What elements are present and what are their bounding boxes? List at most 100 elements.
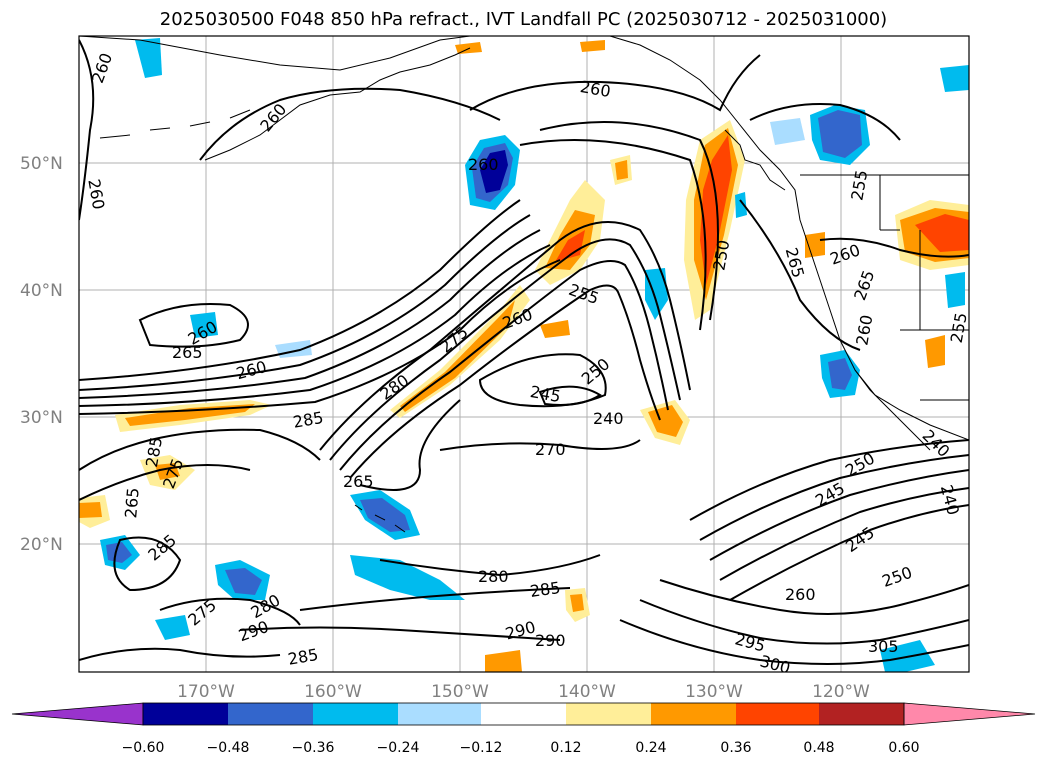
lon-label: 160°W: [304, 682, 362, 702]
neg-shade-sw2-mid: [106, 542, 132, 563]
contour-label: 265: [121, 487, 143, 519]
colorbar-swatch: [228, 703, 313, 725]
contour-ridge-2: [519, 139, 707, 331]
contour-label: 265: [172, 343, 203, 362]
neg-shade-south: [350, 555, 465, 600]
colorbar-swatch: [143, 703, 228, 725]
contour-trough-3: [79, 229, 541, 399]
contour-subtrop-1: [79, 428, 321, 471]
contour-se-7: [639, 599, 969, 645]
lat-labels: 50°N 40°N 30°N 20°N: [20, 154, 63, 555]
neg-shade-mid-8: [945, 272, 965, 308]
pos-shade-small-5: [540, 320, 570, 338]
lon-labels: 170°W 160°W 150°W 140°W 130°W 120°W: [177, 682, 870, 702]
state-lines: [879, 175, 969, 401]
pos-shade-mexico-core: [915, 214, 969, 252]
contour-east-1: [739, 199, 861, 351]
neg-shade-mid-2: [135, 38, 162, 78]
colorbar-extend-max: [903, 702, 1036, 726]
colorbar-swatch: [566, 703, 651, 725]
contour-label: 260: [468, 155, 499, 174]
lon-label: 150°W: [431, 682, 489, 702]
pos-shade-small-7: [580, 40, 605, 52]
pos-shade-west-edge-mid: [79, 502, 102, 518]
colorbar-tick: 0.12: [550, 740, 581, 756]
colorbar: −0.60 −0.48 −0.36 −0.24 −0.12 0.12 0.24 …: [11, 702, 1036, 756]
neg-shade-mid-3: [190, 312, 218, 338]
contour-ar-2: [329, 238, 681, 461]
contour-ar-4: [349, 284, 661, 479]
contour-sw-loop: [113, 536, 182, 592]
contour-east-3: [819, 237, 969, 258]
neg-shade-mid-7: [770, 118, 805, 145]
contour-top-260: [469, 54, 761, 112]
colorbar-tick: −0.48: [207, 740, 250, 756]
colorbar-swatch: [736, 703, 819, 725]
pos-shade-ne-pacific-core: [555, 230, 585, 262]
contour-west-260: [79, 39, 95, 221]
colorbar-swatch: [313, 703, 398, 725]
contour-south-290: [239, 626, 561, 641]
colorbar-swatch: [651, 703, 736, 725]
colorbar-tick: 0.48: [803, 740, 834, 756]
contour-ridge-1: [539, 121, 719, 321]
refractivity-shading: [79, 38, 969, 672]
neg-shade-sw-mid: [225, 568, 262, 595]
pos-shade-small-4: [925, 335, 945, 368]
lat-label: 20°N: [20, 535, 63, 555]
map-frame: [78, 35, 970, 673]
colorbar-tick: −0.60: [122, 740, 165, 756]
colorbar-tick: 0.36: [720, 740, 751, 756]
contour-low-250: [478, 353, 607, 408]
contour-trough-2: [79, 214, 531, 391]
contour-north-260: [199, 87, 501, 161]
contour-label: 300: [758, 651, 792, 677]
neg-shade-hawaii-mid: [360, 498, 410, 532]
contour-se-6: [659, 579, 969, 615]
contour-low-240: [538, 385, 602, 406]
contour-se-2: [699, 454, 969, 541]
lon-label: 130°W: [685, 682, 743, 702]
colorbar-tick: −0.36: [292, 740, 335, 756]
contour-trough-1: [79, 199, 521, 381]
alaska-coast: [79, 36, 471, 161]
contour-east-2: [749, 103, 901, 141]
contour-south-280: [379, 554, 601, 577]
hawaii-islands: [354, 504, 406, 533]
lat-label: 50°N: [20, 154, 63, 174]
contour-se-3: [709, 469, 969, 561]
neg-shade-gulf-core: [480, 150, 508, 193]
contour-se-8: [619, 619, 969, 665]
pos-shade-ar-plume: [390, 285, 530, 418]
contour-se-1: [689, 439, 969, 521]
contour-se-5: [729, 504, 969, 601]
neg-shade-bc-mid: [818, 110, 862, 158]
contour-label: 285: [529, 578, 562, 601]
colorbar-tick: −0.24: [377, 740, 420, 756]
aleutians: [99, 109, 251, 139]
neg-shade-mid-5: [940, 65, 969, 92]
map-panel: 260 260 260 260 265 260 260 285 285 275 …: [79, 36, 969, 677]
lat-label: 40°N: [20, 281, 63, 301]
contour-nw-loop: [138, 303, 249, 348]
colorbar-swatch: [398, 703, 481, 725]
contour-sw-2: [159, 597, 301, 626]
contour-trough-4: [79, 244, 551, 407]
colorbar-swatch: [819, 703, 904, 725]
contour-label: 280: [478, 567, 509, 586]
colorbar-tick: 0.24: [635, 740, 666, 756]
neg-shade-mid-1: [735, 192, 747, 218]
contour-ar-loop: [359, 399, 461, 491]
lon-label: 140°W: [558, 682, 616, 702]
neg-shade-cal-mid: [828, 358, 852, 390]
contour-label: 290: [535, 631, 566, 650]
colorbar-tick: −0.12: [460, 740, 503, 756]
coastlines: [79, 36, 969, 533]
contour-label: 265: [343, 472, 374, 491]
bc-islands: [724, 129, 786, 191]
contour-label: 305: [868, 637, 899, 656]
pos-shade-jet-coast-core: [700, 135, 732, 285]
colorbar-swatch: [481, 703, 566, 725]
pos-shade-small-6: [455, 42, 482, 54]
contour-south-285: [299, 587, 571, 611]
